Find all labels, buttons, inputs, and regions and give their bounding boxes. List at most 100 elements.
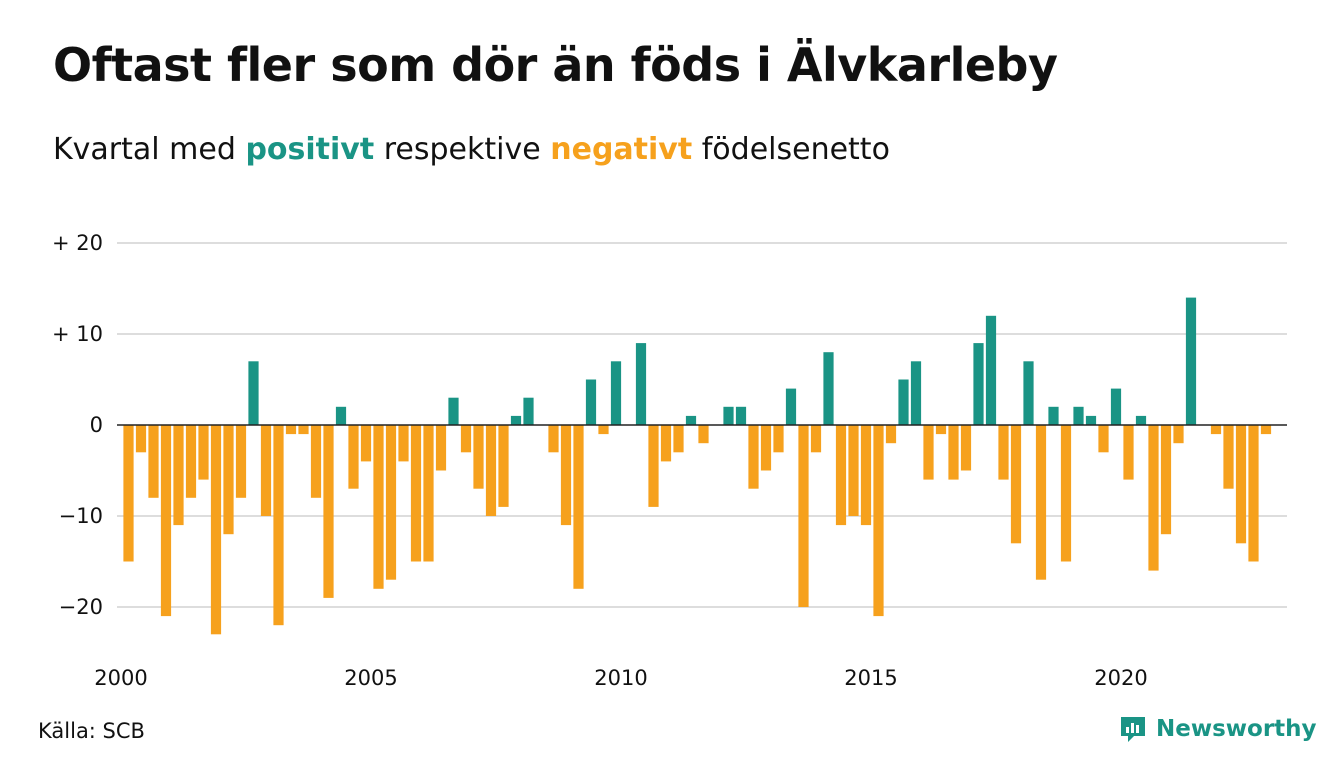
bar — [1098, 425, 1109, 453]
y-tick-label: 0 — [90, 413, 103, 437]
subtitle-text-start: Kvartal med — [53, 132, 236, 167]
bar — [223, 425, 234, 535]
bar — [823, 352, 834, 425]
bar — [1135, 415, 1147, 425]
bar — [798, 425, 809, 607]
bar — [910, 361, 922, 425]
x-tick-label: 2015 — [844, 666, 897, 690]
bar — [1023, 361, 1034, 425]
bar — [485, 425, 497, 516]
bar — [1173, 425, 1184, 444]
bar — [410, 425, 422, 562]
bar — [835, 425, 847, 526]
bar — [698, 425, 709, 444]
subtitle-text-end: födelsenetto — [701, 132, 890, 167]
bar — [1010, 425, 1022, 544]
bar — [1123, 425, 1134, 480]
bar — [198, 425, 209, 480]
bar — [1160, 425, 1172, 535]
bar — [398, 425, 409, 462]
bar — [360, 425, 372, 462]
bar — [598, 425, 609, 435]
bar — [1035, 425, 1047, 580]
y-axis-labels: + 20 + 10 0 −10 −20 — [52, 231, 103, 619]
bar — [423, 425, 434, 562]
subtitle-text-middle: respektive — [383, 132, 541, 167]
subtitle-negative-label: negativt — [550, 132, 693, 167]
bar — [873, 425, 884, 617]
x-tick-label: 2020 — [1094, 666, 1147, 690]
brand-name: Newsworthy — [1156, 716, 1317, 742]
bar — [898, 379, 909, 425]
bar — [310, 425, 322, 498]
bar — [748, 425, 759, 489]
bar — [498, 425, 509, 507]
bar — [460, 425, 472, 453]
y-tick-label: −10 — [59, 504, 103, 528]
bar — [848, 425, 859, 516]
chart-title: Oftast fler som dör än föds i Älvkarleby — [53, 38, 1058, 92]
bar — [285, 425, 297, 435]
bar — [1210, 425, 1222, 435]
bar — [1110, 388, 1122, 425]
bar — [160, 425, 172, 617]
bar — [560, 425, 572, 526]
x-tick-label: 2005 — [344, 666, 397, 690]
bar — [1060, 425, 1072, 562]
bar — [1260, 425, 1272, 435]
newsworthy-logo-icon — [1121, 717, 1145, 742]
bar — [335, 406, 347, 425]
bar — [1185, 297, 1197, 425]
bar — [948, 425, 959, 480]
bar — [1085, 415, 1097, 425]
bar — [723, 406, 734, 425]
bar — [373, 425, 384, 589]
bar — [660, 425, 672, 462]
x-tick-label: 2000 — [94, 666, 147, 690]
chart-subtitle: Kvartal med positivt respektive negativt… — [53, 132, 890, 167]
newsworthy-logo: Newsworthy — [1118, 714, 1317, 744]
bar — [185, 425, 197, 498]
bar — [1223, 425, 1234, 489]
bar — [998, 425, 1009, 480]
x-axis-labels: 2000 2005 2010 2015 2020 — [94, 666, 1147, 690]
bar — [735, 406, 747, 425]
bar — [260, 425, 272, 516]
bar — [385, 425, 397, 580]
bar — [173, 425, 184, 526]
bar — [648, 425, 659, 507]
bar — [935, 425, 947, 435]
bar — [1048, 406, 1059, 425]
bar — [273, 425, 284, 626]
bar — [1073, 406, 1084, 425]
bar — [473, 425, 484, 489]
bar — [248, 361, 259, 425]
bar — [985, 315, 997, 425]
bars — [123, 297, 1272, 635]
x-tick-label: 2010 — [594, 666, 647, 690]
bar — [148, 425, 159, 498]
bar — [673, 425, 684, 453]
bar — [123, 425, 134, 562]
bar — [573, 425, 584, 589]
bar — [1235, 425, 1247, 544]
bar — [860, 425, 872, 526]
bar — [523, 397, 534, 425]
bar — [210, 425, 222, 635]
bar — [235, 425, 247, 498]
y-tick-label: + 20 — [52, 231, 103, 255]
y-tick-label: −20 — [59, 595, 103, 619]
bar — [585, 379, 597, 425]
bar — [548, 425, 559, 453]
bar — [298, 425, 309, 435]
bar — [610, 361, 622, 425]
bar — [810, 425, 822, 453]
bar — [973, 343, 984, 425]
y-tick-label: + 10 — [52, 322, 103, 346]
bar — [960, 425, 972, 471]
bar — [348, 425, 359, 489]
subtitle-positive-label: positivt — [245, 132, 375, 167]
bar — [435, 425, 447, 471]
bar — [885, 425, 897, 444]
